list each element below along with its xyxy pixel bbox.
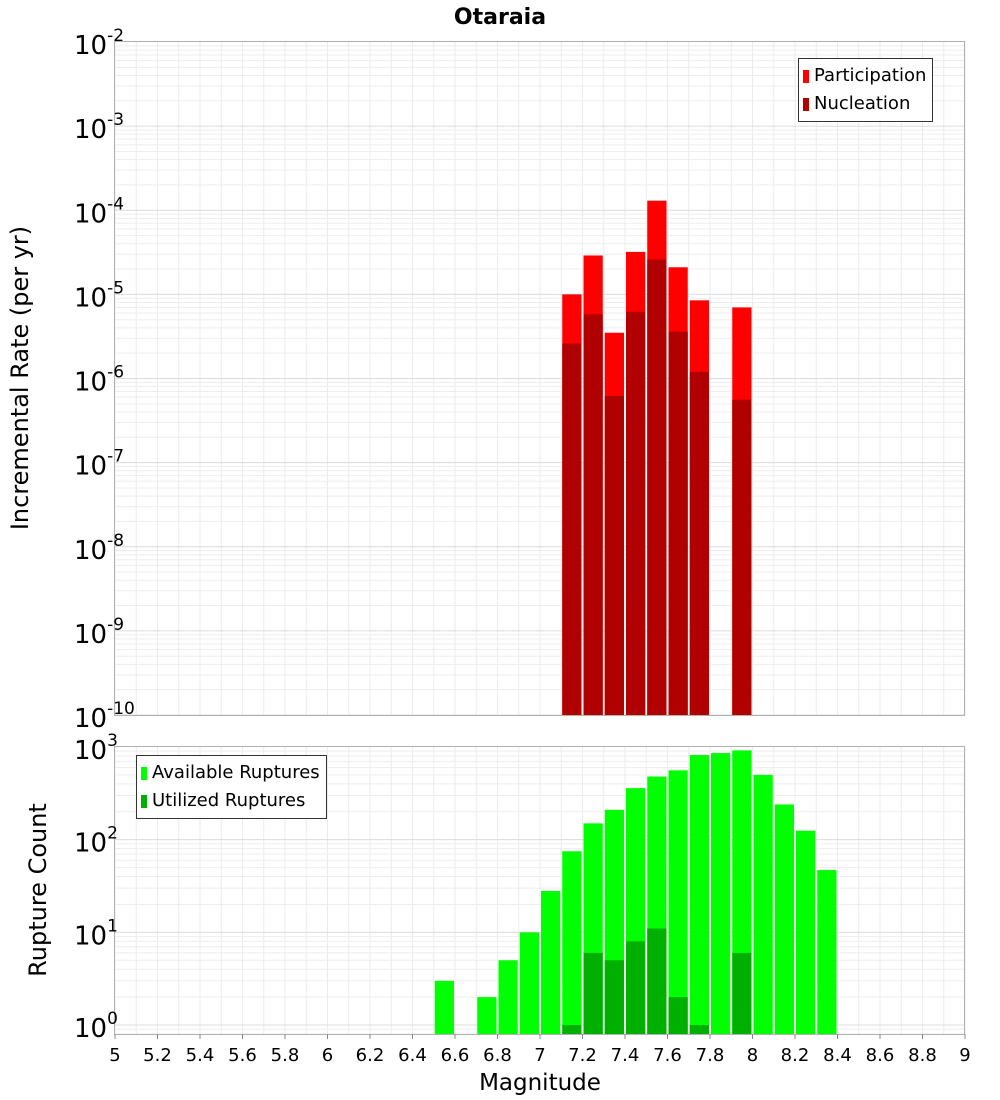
bottom-bar-available-ruptures [711, 753, 731, 1034]
top-y-tick-label: 10-6 [74, 363, 124, 398]
bottom-x-tick-label: 8.8 [908, 1045, 937, 1066]
legend-item-available-ruptures: Available Ruptures [141, 759, 320, 787]
bottom-x-tick-label: 6.4 [398, 1045, 427, 1066]
top-plot-frame [114, 41, 965, 716]
bottom-x-tick-label: 5 [109, 1045, 120, 1066]
bottom-x-tick-label: 6.8 [483, 1045, 512, 1066]
bottom-x-tick-label: 8 [747, 1045, 758, 1066]
bottom-bar-available-ruptures [689, 754, 709, 1034]
legend-item-nucleation: Nucleation [803, 90, 926, 118]
bottom-bar-utilized-ruptures [604, 960, 624, 1034]
legend-label-utilized-ruptures: Utilized Ruptures [152, 790, 306, 811]
x-axis-label: Magnitude [479, 1070, 601, 1096]
top-legend: Participation Nucleation [798, 58, 934, 122]
bottom-x-tick-label: 6 [322, 1045, 333, 1066]
bottom-x-tick-label: 8.4 [823, 1045, 852, 1066]
legend-label-participation: Participation [814, 65, 927, 86]
legend-item-participation: Participation [803, 62, 926, 90]
top-y-tick-label: 10-7 [74, 447, 124, 482]
bottom-bar-utilized-ruptures [689, 1025, 709, 1034]
bottom-bar-available-ruptures [668, 770, 688, 1034]
bottom-y-tick-label: 102 [74, 824, 118, 859]
bottom-bar-available-ruptures [817, 870, 837, 1034]
top-bar-nucleation [647, 259, 667, 715]
bottom-x-tick-label: 6.6 [441, 1045, 470, 1066]
bottom-bar-utilized-ruptures [583, 952, 603, 1034]
bottom-legend: Available Ruptures Utilized Ruptures [136, 755, 327, 819]
bottom-bar-utilized-ruptures [668, 997, 688, 1034]
utilized-ruptures-swatch [141, 794, 147, 808]
top-y-tick-label: 10-9 [74, 615, 124, 650]
available-ruptures-swatch [141, 766, 147, 780]
bottom-x-tick-label: 8.6 [866, 1045, 895, 1066]
bottom-bar-available-ruptures [498, 960, 518, 1034]
bottom-bar-available-ruptures [753, 774, 773, 1034]
bottom-bar-utilized-ruptures [626, 941, 646, 1034]
bottom-bar-utilized-ruptures [562, 1025, 582, 1034]
bottom-x-tick-label: 9 [959, 1045, 970, 1066]
top-y-tick-label: 10-5 [74, 278, 124, 313]
bottom-y-tick-label: 103 [74, 731, 118, 766]
bottom-x-ticks: 5 5.2 5.4 5.6 5.8 6 6.2 6.4 6.6 6.8 7 7.2 7.4 7.6 7.8 8… [109, 1034, 971, 1066]
bottom-bar-available-ruptures [434, 980, 454, 1034]
nucleation-swatch [803, 97, 809, 111]
top-bar-nucleation [626, 311, 646, 715]
bottom-x-tick-label: 5.6 [228, 1045, 257, 1066]
bottom-x-tick-label: 5.4 [186, 1045, 215, 1066]
bottom-bar-available-ruptures [541, 890, 561, 1034]
top-y-ticks: 10-10 10-9 10-8 10-7 10-6 10-5 10-4 10-3 10-2 [74, 26, 135, 734]
bottom-y-tick-label: 100 [74, 1009, 118, 1044]
top-bars [562, 200, 752, 715]
legend-label-nucleation: Nucleation [814, 93, 911, 114]
top-bar-nucleation [732, 399, 752, 715]
bottom-x-tick-label: 8.2 [781, 1045, 810, 1066]
top-y-tick-label: 10-8 [74, 531, 124, 566]
top-bar-nucleation [689, 371, 709, 715]
bottom-x-tick-label: 5.2 [143, 1045, 172, 1066]
bottom-y-axis-label: Rupture Count [24, 803, 52, 977]
bottom-bars [434, 750, 837, 1034]
bottom-x-tick-label: 7.4 [611, 1045, 640, 1066]
bottom-x-tick-label: 7 [534, 1045, 545, 1066]
top-grid [114, 42, 966, 716]
bottom-bar-available-ruptures [562, 851, 582, 1034]
bottom-x-tick-label: 6.2 [356, 1045, 385, 1066]
bottom-x-tick-label: 7.6 [653, 1045, 682, 1066]
bottom-y-tick-label: 101 [74, 916, 118, 951]
bottom-bar-available-ruptures [774, 804, 794, 1034]
bottom-x-tick-label: 7.2 [568, 1045, 597, 1066]
bottom-bar-available-ruptures [796, 830, 816, 1034]
top-y-tick-label: 10-3 [74, 110, 124, 145]
top-y-axis-label: Incremental Rate (per yr) [6, 226, 34, 530]
top-y-tick-label: 10-10 [74, 699, 135, 734]
bottom-y-ticks: 100 101 102 103 [74, 731, 118, 1044]
chart-title: Otaraia [454, 5, 546, 30]
bottom-x-tick-label: 5.8 [271, 1045, 300, 1066]
top-y-tick-label: 10-4 [74, 194, 124, 229]
bottom-bar-available-ruptures [519, 932, 539, 1034]
top-y-tick-label: 10-2 [74, 26, 124, 61]
bottom-bar-available-ruptures [477, 997, 497, 1034]
top-bar-nucleation [583, 314, 603, 715]
top-bar-nucleation [668, 331, 688, 715]
legend-label-available-ruptures: Available Ruptures [152, 762, 320, 783]
participation-swatch [803, 69, 809, 83]
top-bar-nucleation [604, 395, 624, 715]
top-bar-nucleation [562, 343, 582, 715]
bottom-bar-utilized-ruptures [647, 928, 667, 1034]
bottom-x-tick-label: 7.8 [696, 1045, 725, 1066]
legend-item-utilized-ruptures: Utilized Ruptures [141, 787, 320, 815]
bottom-bar-utilized-ruptures [732, 952, 752, 1034]
